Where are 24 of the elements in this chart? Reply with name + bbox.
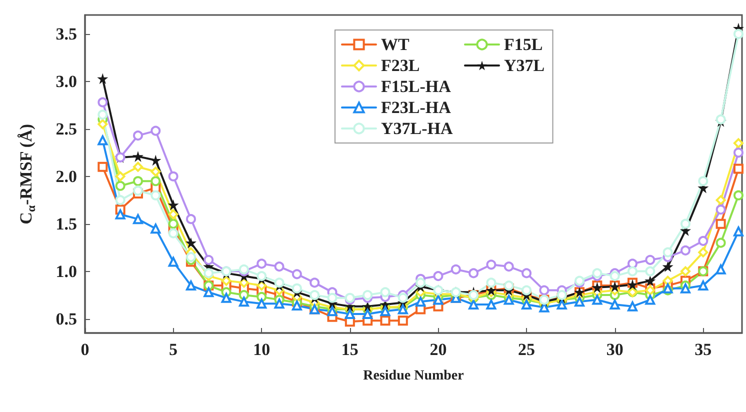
legend-label: WT — [381, 35, 410, 54]
legend-label: Y37L-HA — [381, 119, 454, 138]
y-tick-label: 2.0 — [56, 166, 77, 186]
legend-label: F15L-HA — [381, 77, 452, 96]
x-tick-label: 15 — [341, 340, 358, 359]
x-tick-label: 20 — [430, 340, 447, 359]
x-tick-label: 5 — [169, 340, 178, 359]
legend-label: F23L-HA — [381, 98, 452, 117]
y-tick-label: 0.5 — [56, 309, 77, 328]
x-tick-label: 35 — [694, 340, 712, 359]
legend-label: F15L — [504, 35, 543, 54]
y-tick-label: 1.0 — [56, 262, 77, 281]
legend-label: F23L — [381, 56, 420, 75]
y-tick-label: 1.5 — [56, 214, 77, 234]
y-tick-label: 3.0 — [56, 72, 77, 91]
x-tick-label: 30 — [606, 340, 624, 359]
legend-label: Y37L — [504, 56, 545, 75]
x-axis-title: Residue Number — [363, 368, 464, 384]
y-tick-label: 3.5 — [56, 24, 77, 44]
x-tick-label: 10 — [253, 340, 270, 359]
y-axis-title: Cα-RMSF (Å) — [16, 124, 38, 224]
y-tick-label: 2.5 — [56, 119, 77, 138]
x-tick-label: 25 — [518, 340, 536, 359]
x-tick-label: 0 — [80, 340, 90, 359]
